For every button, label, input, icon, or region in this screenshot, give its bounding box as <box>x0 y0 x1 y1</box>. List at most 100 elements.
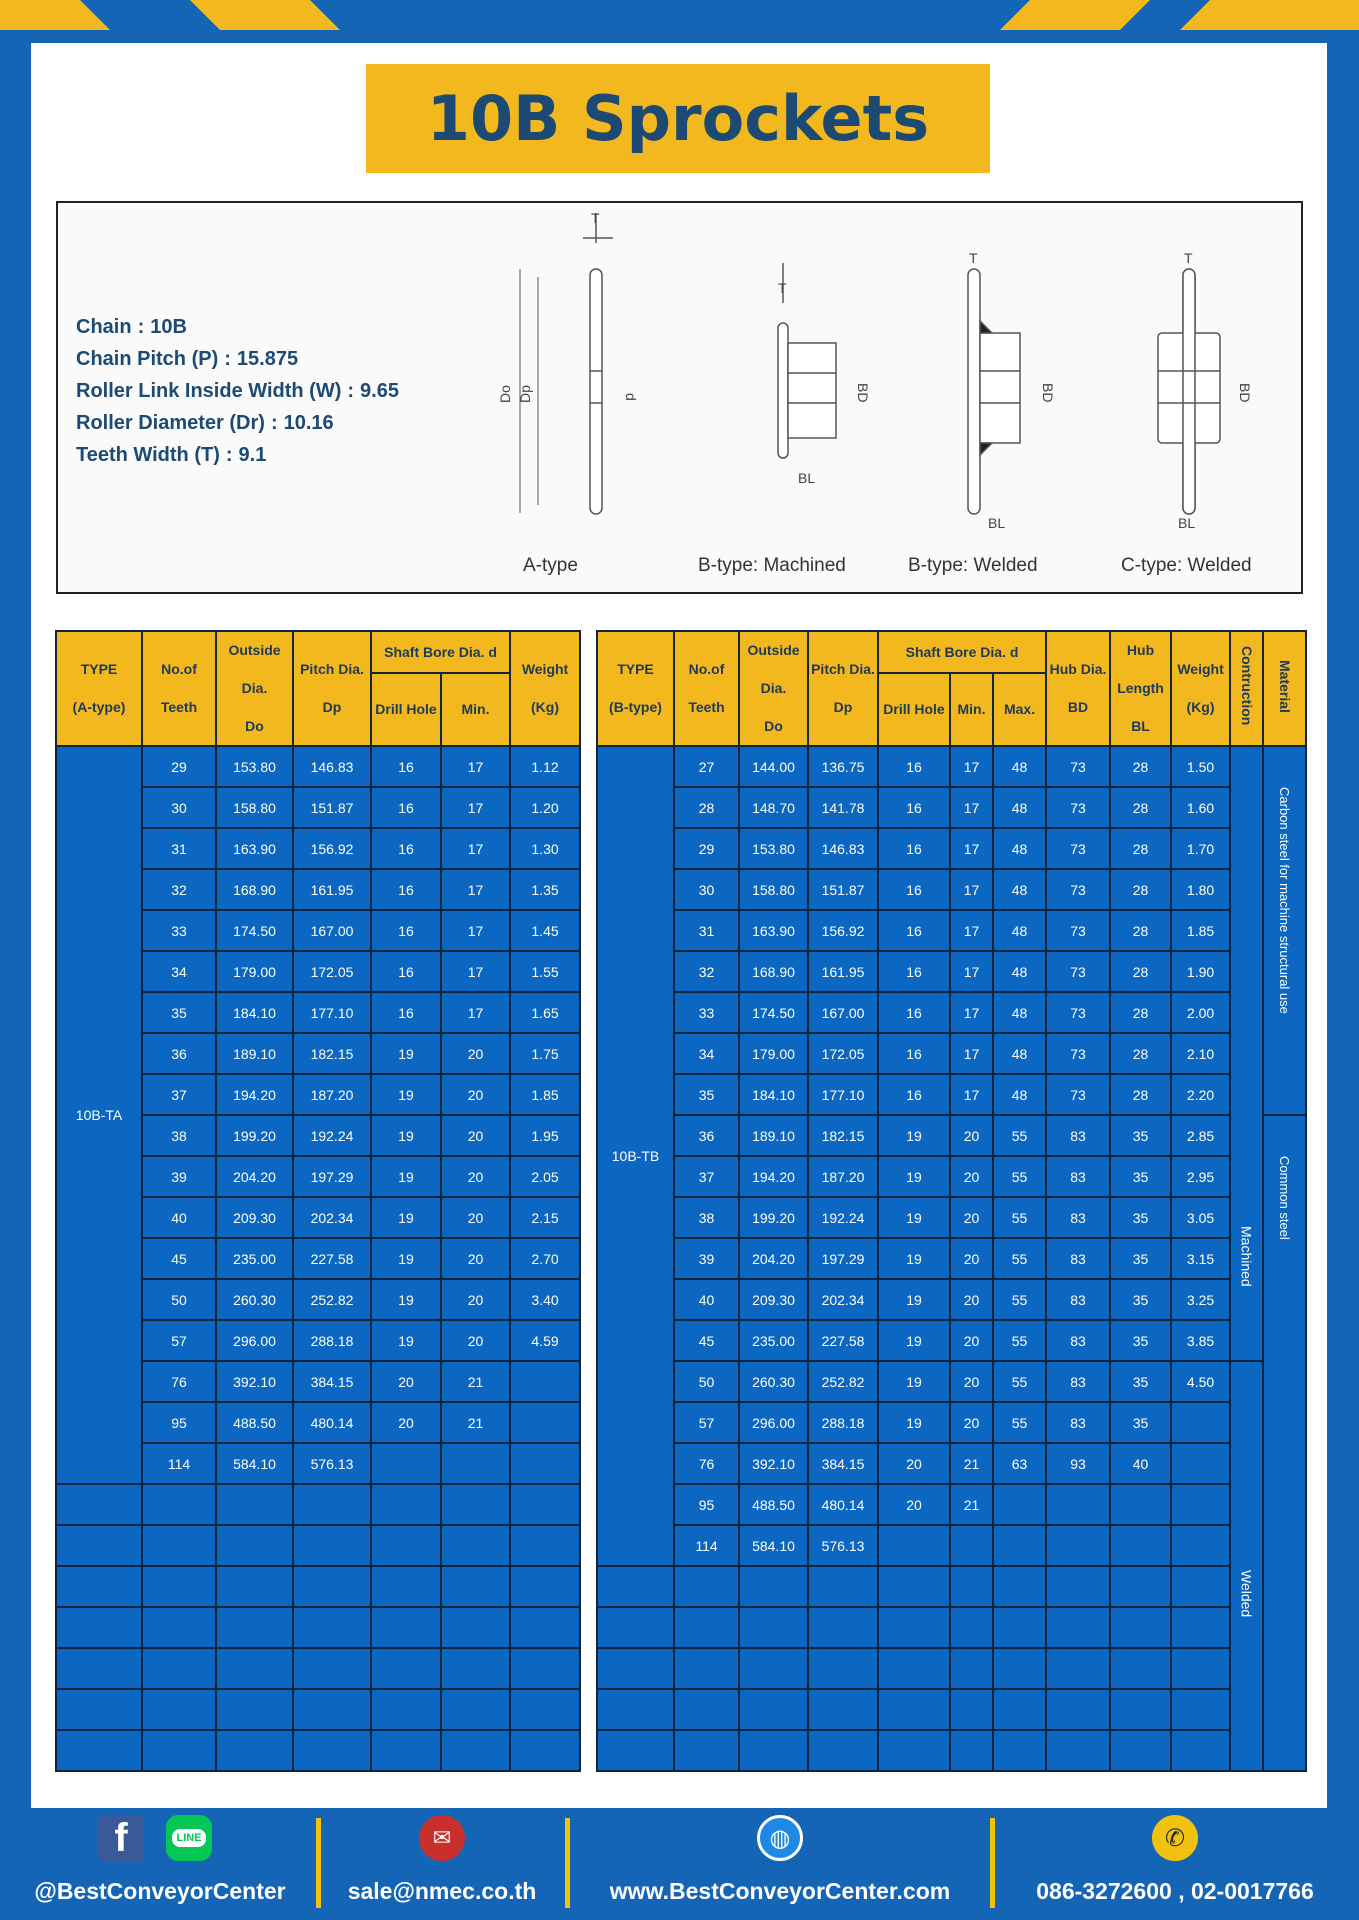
header-type: TYPE (B-type) <box>596 630 675 747</box>
cell-outside-dia: 158.80 <box>215 786 294 829</box>
cell-pitch-dia <box>292 1688 372 1731</box>
cell-teeth: 33 <box>141 909 217 952</box>
cell-weight: 2.85 <box>1170 1114 1232 1157</box>
facebook-icon[interactable]: f <box>98 1815 144 1861</box>
cell-min-bore: 20 <box>439 1237 512 1280</box>
cell-pitch-dia: 288.18 <box>292 1319 372 1362</box>
cell-teeth: 95 <box>673 1483 740 1526</box>
email-link[interactable]: sale@nmec.co.th <box>347 1878 537 1904</box>
cell-weight: 1.85 <box>509 1073 582 1116</box>
dim-label-bl: BL <box>798 470 815 486</box>
cell-teeth <box>141 1729 217 1772</box>
table-row: 39 204.20 197.29 19 20 2.05 <box>56 1155 582 1198</box>
cell-drill-hole <box>877 1565 951 1608</box>
cell-hub-length: 35 <box>1109 1360 1173 1403</box>
table-row: 57 296.00 288.18 19 20 55 83 35 <box>597 1401 1306 1444</box>
cell-teeth: 33 <box>673 991 740 1034</box>
cell-drill-hole: 16 <box>877 950 951 993</box>
cell-drill-hole: 16 <box>370 868 442 911</box>
cell-drill-hole: 19 <box>877 1401 951 1444</box>
header-drill-hole: Drill Hole <box>370 672 442 747</box>
cell-drill-hole: 19 <box>877 1196 951 1239</box>
type-cell <box>55 1606 143 1649</box>
social-handle[interactable]: @BestConveyorCenter <box>34 1878 286 1904</box>
cell-min-bore: 20 <box>949 1401 994 1444</box>
cell-min-bore: 20 <box>949 1196 994 1239</box>
table-row <box>596 1565 1306 1608</box>
cell-drill-hole: 20 <box>370 1401 442 1444</box>
header-type: TYPE (A-type) <box>55 630 143 747</box>
construction-cell: Welded <box>1229 1360 1265 1772</box>
cell-min-bore: 20 <box>949 1155 994 1198</box>
cell-pitch-dia <box>807 1647 879 1690</box>
table-row: 34 179.00 172.05 16 17 48 73 28 2.10 <box>597 1032 1306 1075</box>
type-cell <box>596 1647 675 1690</box>
cell-max-bore: 55 <box>991 1319 1048 1362</box>
table-row: 38 199.20 192.24 19 20 1.95 <box>56 1114 582 1157</box>
cell-pitch-dia: 161.95 <box>292 868 372 911</box>
cell-weight <box>509 1729 582 1772</box>
cell-weight <box>509 1401 582 1444</box>
cell-weight: 1.60 <box>1170 786 1232 829</box>
cell-drill-hole <box>877 1729 951 1772</box>
cell-drill-hole: 20 <box>370 1360 442 1403</box>
cell-weight <box>509 1524 582 1567</box>
cell-pitch-dia: 197.29 <box>807 1237 879 1280</box>
cell-drill-hole <box>877 1688 951 1731</box>
table-row <box>55 1729 582 1772</box>
phone-number[interactable]: 086-3272600 , 02-0017766 <box>1036 1878 1314 1904</box>
cell-outside-dia: 194.20 <box>738 1155 809 1198</box>
cell-pitch-dia <box>292 1483 372 1526</box>
cell-teeth: 30 <box>673 868 740 911</box>
header-outside-dia: Outside Dia. Do <box>738 630 809 747</box>
cell-teeth: 30 <box>141 786 217 829</box>
cell-weight <box>1170 1606 1232 1649</box>
cell-drill-hole: 19 <box>877 1237 951 1280</box>
cell-drill-hole: 16 <box>370 786 442 829</box>
cell-min-bore: 20 <box>439 1032 512 1075</box>
spec-label: Roller Diameter (Dr) <box>76 412 265 434</box>
cell-weight: 1.30 <box>509 827 582 870</box>
cell-min-bore: 17 <box>949 950 994 993</box>
cell-pitch-dia: 167.00 <box>807 991 879 1034</box>
table-row: 95 488.50 480.14 20 21 <box>56 1401 582 1444</box>
cell-teeth <box>141 1483 217 1526</box>
cell-min-bore <box>949 1606 994 1649</box>
cell-teeth: 57 <box>673 1401 740 1444</box>
type-cell <box>55 1647 143 1690</box>
cell-min-bore: 21 <box>439 1360 512 1403</box>
cell-pitch-dia: 182.15 <box>807 1114 879 1157</box>
cell-outside-dia: 392.10 <box>738 1442 809 1485</box>
table-row: 50 260.30 252.82 19 20 55 83 35 4.50 Welded <box>597 1360 1306 1772</box>
cell-outside-dia: 184.10 <box>215 991 294 1034</box>
cell-hub-length: 28 <box>1109 1073 1173 1116</box>
table-row: 34 179.00 172.05 16 17 1.55 <box>56 950 582 993</box>
cell-teeth: 34 <box>141 950 217 993</box>
cell-pitch-dia: 192.24 <box>292 1114 372 1157</box>
table-row: 76 392.10 384.15 20 21 63 93 40 <box>597 1442 1306 1485</box>
cell-weight: 1.50 <box>1170 745 1232 788</box>
cell-min-bore <box>439 1647 512 1690</box>
cell-teeth: 36 <box>673 1114 740 1157</box>
cell-min-bore: 21 <box>949 1483 994 1526</box>
cell-pitch-dia: 384.15 <box>292 1360 372 1403</box>
cell-pitch-dia: 156.92 <box>292 827 372 870</box>
cell-weight <box>509 1647 582 1690</box>
table-row: 114 584.10 576.13 <box>597 1524 1306 1567</box>
cell-teeth: 39 <box>141 1155 217 1198</box>
table-row: 36 189.10 182.15 19 20 1.75 <box>56 1032 582 1075</box>
chain-specs: Chain:10B Chain Pitch (P):15.875 Roller Li… <box>76 311 405 471</box>
cell-weight <box>509 1565 582 1608</box>
cell-outside-dia <box>738 1606 809 1649</box>
type-cell <box>55 1729 143 1772</box>
type-cell <box>55 1524 143 1567</box>
spec-label: Chain <box>76 316 132 338</box>
cell-weight: 3.15 <box>1170 1237 1232 1280</box>
cell-max-bore: 48 <box>991 827 1048 870</box>
line-icon[interactable]: LINE <box>166 1815 212 1861</box>
type-cell: 10B-TA <box>55 745 143 1485</box>
cell-drill-hole: 16 <box>877 909 951 952</box>
cell-drill-hole: 19 <box>877 1319 951 1362</box>
website-link[interactable]: www.BestConveyorCenter.com <box>609 1878 951 1904</box>
cell-outside-dia: 209.30 <box>738 1278 809 1321</box>
